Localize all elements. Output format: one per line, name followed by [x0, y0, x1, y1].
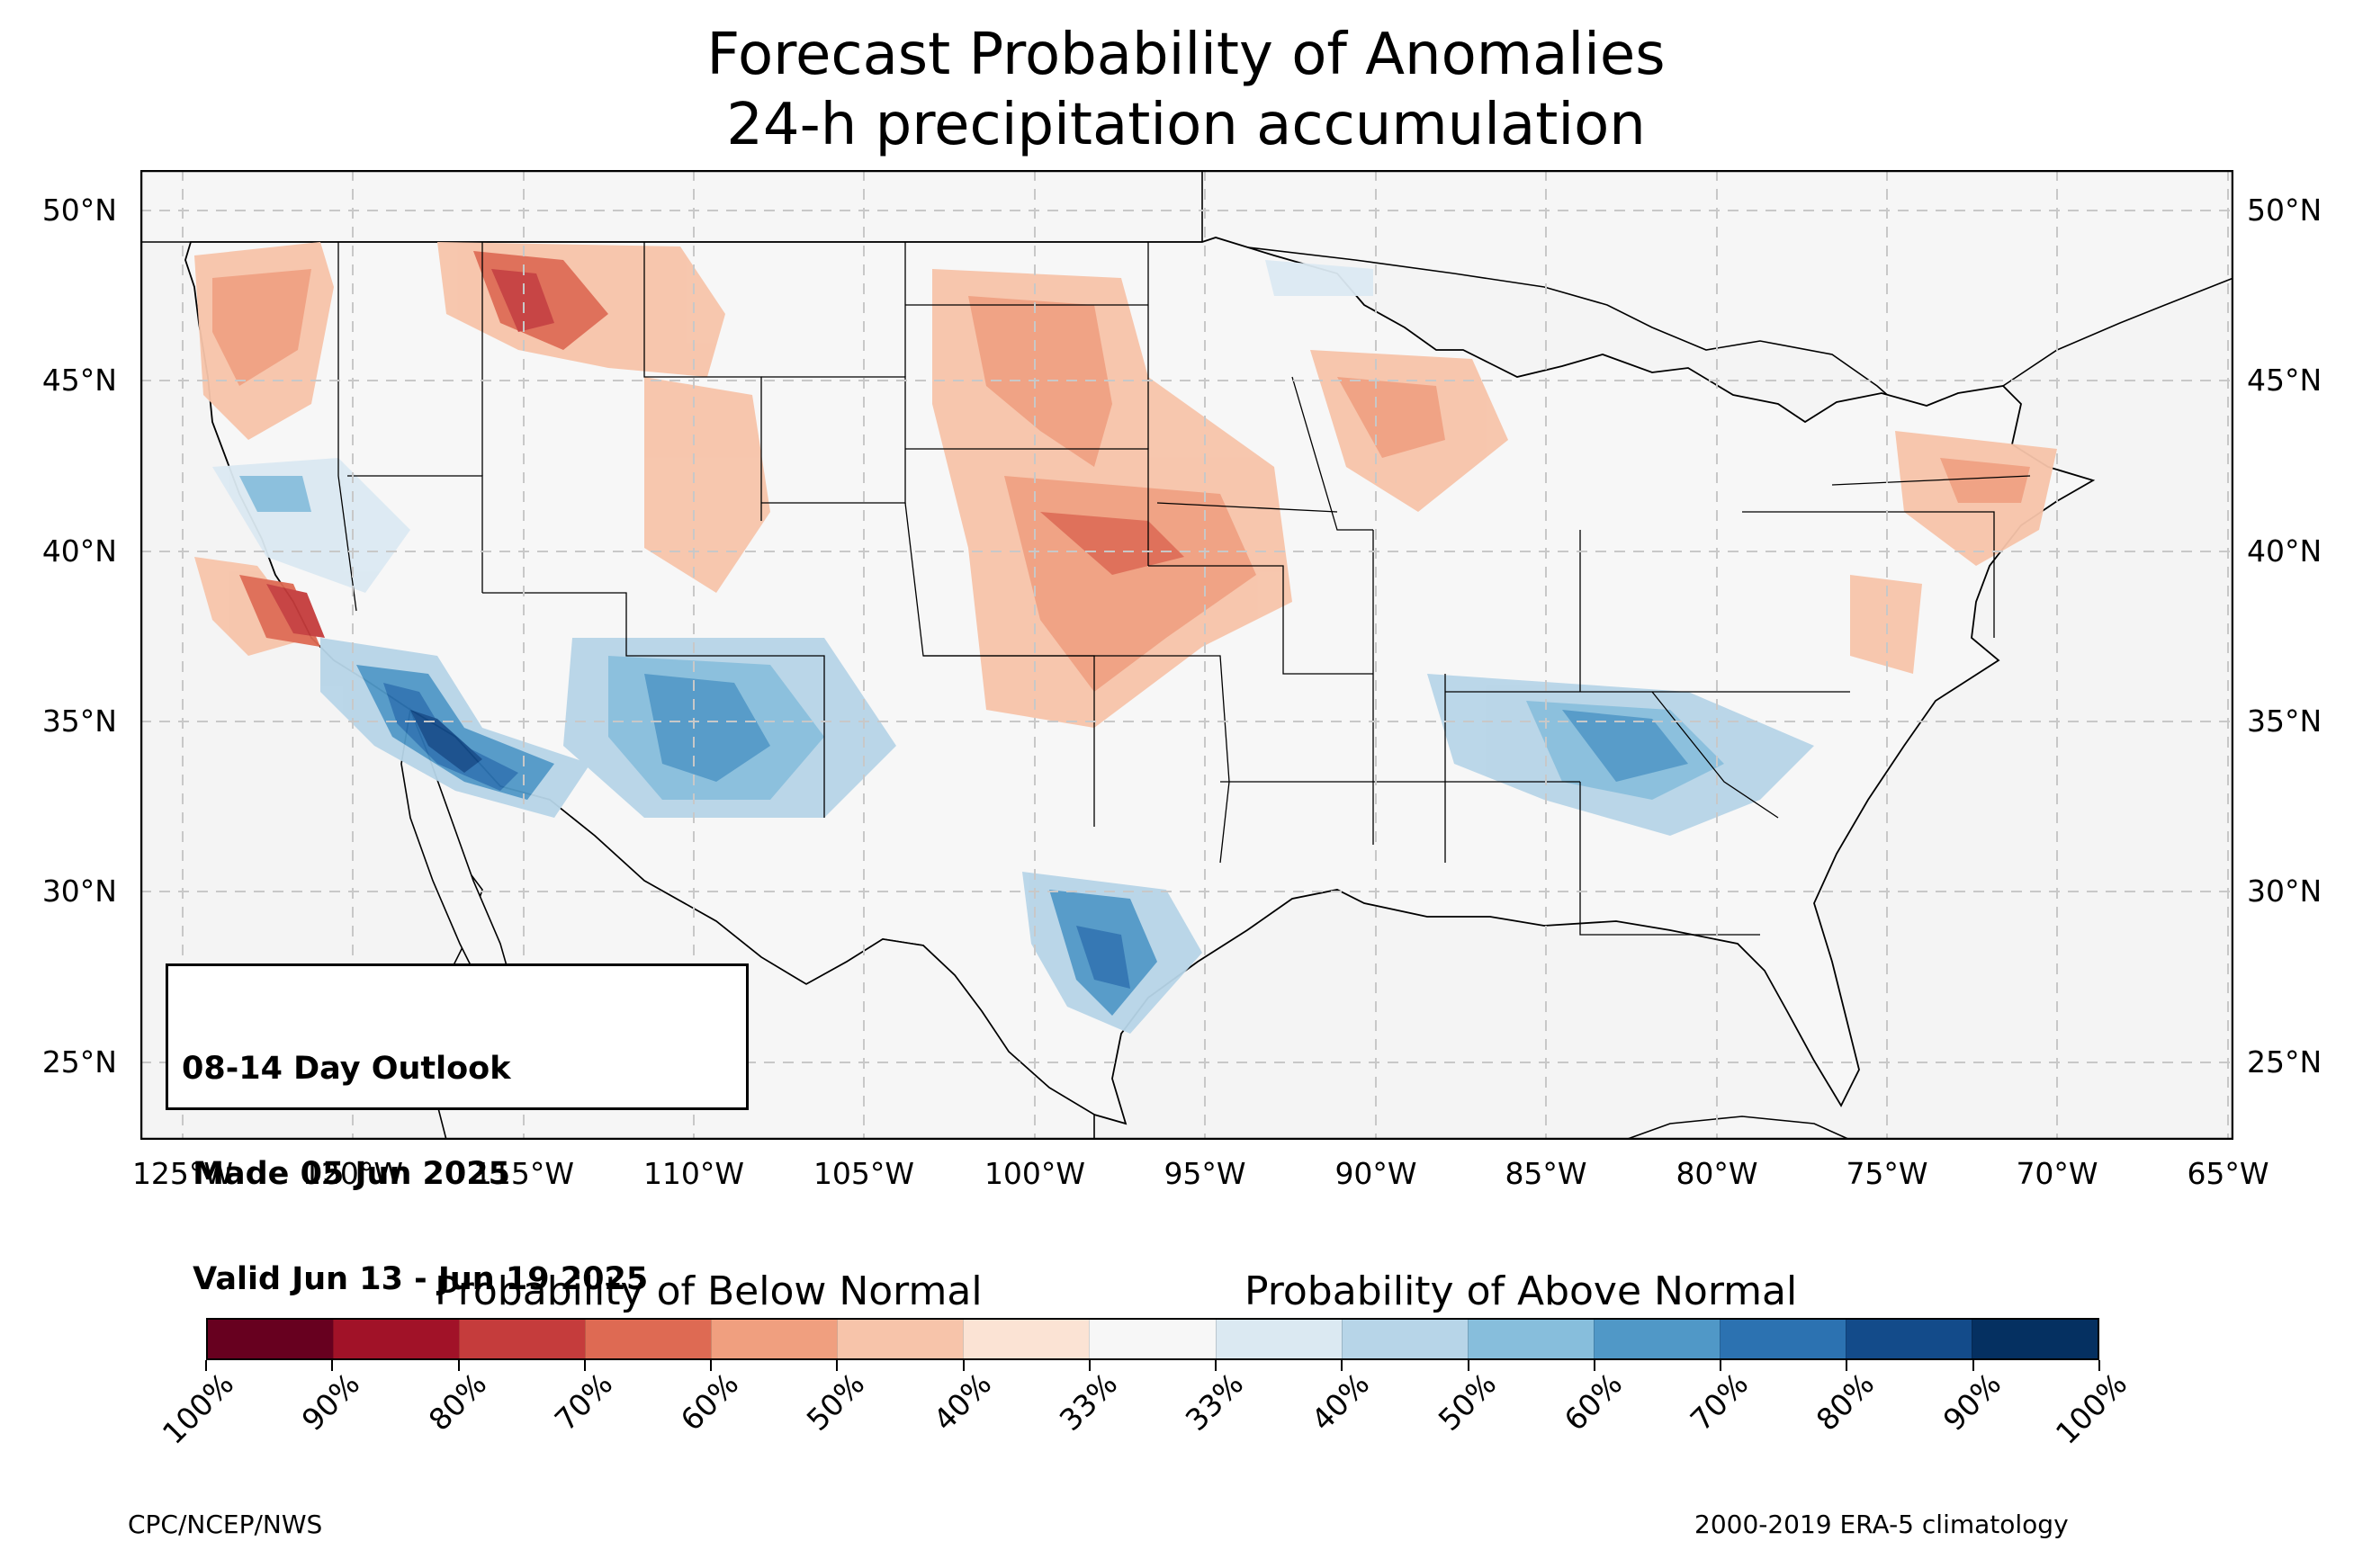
colorbar-segment	[1467, 1320, 1594, 1358]
colorbar-segment	[1971, 1320, 2098, 1358]
colorbar-tick	[583, 1360, 586, 1371]
lon-label: 125°W	[131, 1156, 234, 1191]
colorbar-tick	[1467, 1360, 1469, 1371]
colorbar-tick	[1341, 1360, 1343, 1371]
lat-label: 40°N	[41, 533, 117, 569]
colorbar-tick-label: 90%	[294, 1366, 367, 1438]
colorbar-tick-label: 70%	[1683, 1366, 1756, 1438]
colorbar-segment	[1341, 1320, 1468, 1358]
colorbar-tick	[1215, 1360, 1217, 1371]
legend-below-label: Probability of Below Normal	[435, 1268, 983, 1314]
title-line-1: Forecast Probability of Anomalies	[706, 22, 1666, 88]
map-frame	[140, 170, 2233, 1140]
outlook-made-date: Made 05 Jun 2025	[182, 1156, 510, 1192]
colorbar-tick	[205, 1360, 207, 1371]
footer-climatology: 2000-2019 ERA-5 climatology	[1694, 1510, 2069, 1539]
colorbar-tick	[331, 1360, 334, 1371]
colorbar-segment	[1089, 1320, 1216, 1358]
lat-label: 35°N	[41, 703, 117, 739]
colorbar-tick-label: 80%	[421, 1366, 493, 1438]
colorbar-tick-label: 80%	[1810, 1366, 1882, 1438]
lat-label-right: 30°N	[2247, 874, 2323, 909]
lon-label: 80°W	[1676, 1156, 1758, 1191]
colorbar-tick-label: 40%	[926, 1366, 998, 1438]
colorbar-tick-label: 70%	[547, 1366, 619, 1438]
lon-label: 105°W	[813, 1156, 915, 1191]
lat-label-right: 35°N	[2247, 703, 2323, 739]
colorbar-segment	[208, 1320, 334, 1358]
legend-above-label: Probability of Above Normal	[1244, 1268, 1798, 1314]
outlook-title: 08-14 Day Outlook	[182, 1051, 511, 1087]
colorbar-segment	[1719, 1320, 1846, 1358]
lat-label: 50°N	[41, 193, 117, 228]
colorbar-tick	[836, 1360, 839, 1371]
lat-label-right: 50°N	[2247, 193, 2323, 228]
colorbar-tick-label: 33%	[1178, 1366, 1251, 1438]
colorbar-tick-label: 100%	[2048, 1366, 2134, 1451]
lat-label: 25°N	[41, 1044, 117, 1080]
colorbar-tick	[710, 1360, 713, 1371]
colorbar-tick-label: 50%	[1431, 1366, 1503, 1438]
colorbar-tick-label: 100%	[155, 1366, 241, 1451]
colorbar-segment	[585, 1320, 712, 1358]
colorbar-tick	[1720, 1360, 1722, 1371]
lon-label: 95°W	[1164, 1156, 1246, 1191]
colorbar-segment	[333, 1320, 460, 1358]
colorbar-tick	[457, 1360, 460, 1371]
lon-label: 115°W	[472, 1156, 575, 1191]
colorbar-segment	[1215, 1320, 1342, 1358]
colorbar-tick-label: 90%	[1936, 1366, 2008, 1438]
colorbar-segment	[459, 1320, 586, 1358]
colorbar-segment	[1845, 1320, 1972, 1358]
lat-label: 45°N	[41, 363, 117, 398]
colorbar-tick-label: 50%	[800, 1366, 872, 1438]
lon-label: 65°W	[2187, 1156, 2269, 1191]
colorbar-tick	[1846, 1360, 1848, 1371]
colorbar-tick	[1088, 1360, 1091, 1371]
probability-colorbar	[206, 1318, 2099, 1360]
lon-label: 75°W	[1846, 1156, 1928, 1191]
lon-label: 70°W	[2016, 1156, 2098, 1191]
colorbar-tick-label: 33%	[1052, 1366, 1125, 1438]
colorbar-segment	[1593, 1320, 1720, 1358]
land-canada	[140, 170, 2233, 418]
lon-label: 90°W	[1334, 1156, 1417, 1191]
chart-title: Forecast Probability of Anomalies 24-h p…	[0, 20, 2372, 160]
lon-label: 110°W	[642, 1156, 745, 1191]
lat-label-right: 45°N	[2247, 363, 2323, 398]
lat-label: 30°N	[41, 874, 117, 909]
lon-label: 100°W	[984, 1156, 1086, 1191]
title-line-2: 24-h precipitation accumulation	[726, 92, 1646, 158]
lat-label-right: 25°N	[2247, 1044, 2323, 1080]
outlook-valid-range: Valid Jun 13 - Jun 19 2025	[182, 1261, 649, 1297]
outlook-info-box: 08-14 Day Outlook Made 05 Jun 2025 Valid…	[166, 963, 749, 1297]
colorbar-tick	[1972, 1360, 1974, 1371]
land-cuba	[1624, 1116, 1851, 1140]
below-normal-shading	[194, 242, 2057, 728]
colorbar-tick-label: 60%	[1557, 1366, 1630, 1438]
colorbar-tick	[1593, 1360, 1595, 1371]
lon-label: 85°W	[1505, 1156, 1587, 1191]
footer-source: CPC/NCEP/NWS	[128, 1510, 323, 1539]
lon-label: 120°W	[301, 1156, 404, 1191]
colorbar-tick-label: 60%	[673, 1366, 746, 1438]
colorbar-segment	[963, 1320, 1090, 1358]
colorbar-tick	[962, 1360, 965, 1371]
state-borders	[337, 242, 2031, 936]
colorbar-tick-label: 40%	[1305, 1366, 1377, 1438]
colorbar-segment	[711, 1320, 838, 1358]
colorbar-segment	[837, 1320, 964, 1358]
colorbar-tick	[2098, 1360, 2100, 1371]
lat-label-right: 40°N	[2247, 533, 2323, 569]
